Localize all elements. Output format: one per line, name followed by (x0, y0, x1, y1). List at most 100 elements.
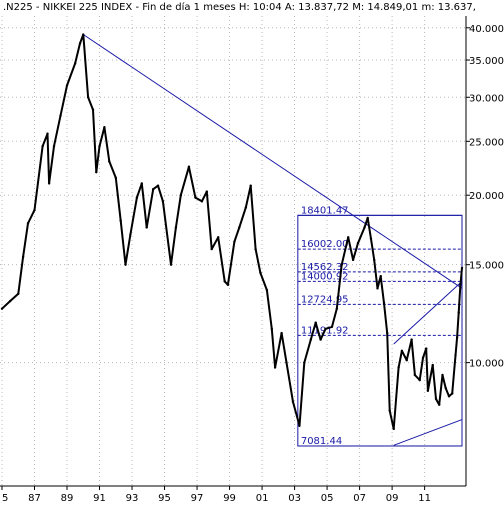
price-point (17, 292, 20, 295)
price-point (330, 325, 334, 328)
x-tick-label: 03 (288, 493, 301, 504)
price-point (244, 206, 248, 209)
price-point (46, 132, 49, 135)
price-point (254, 247, 257, 251)
x-tick-label: 05 (321, 493, 334, 504)
x-tick-labels: 5 87 89 91 93 95 97 99 01 03 05 07 09 11 (1, 486, 431, 504)
retracement-label: 16002.00 (301, 239, 349, 250)
trendline (393, 280, 463, 345)
x-tick-label: 89 (61, 493, 74, 504)
price-point (226, 283, 230, 287)
price-point (347, 236, 350, 239)
chart-title: .N225 - NIKKEI 225 INDEX - Fin de día 1 … (3, 2, 476, 13)
price-point (340, 263, 343, 266)
price-point (400, 349, 404, 353)
price-point (33, 208, 36, 212)
price-point (174, 226, 178, 229)
price-point (73, 62, 77, 65)
y-tick-label: 10.000 (469, 359, 504, 370)
price-point (413, 373, 417, 377)
price-point (303, 361, 306, 364)
price-point (265, 288, 269, 292)
price-point (200, 200, 204, 203)
price-point (187, 165, 191, 168)
price-point (0, 307, 4, 310)
price-point (205, 190, 209, 193)
price-point (194, 196, 197, 199)
price-point (259, 271, 262, 275)
price-point (457, 311, 460, 314)
x-tick-label: 91 (93, 493, 106, 504)
y-tick-labels: 40.000 35.000 30.000 25.000 20.000 15.000 10.0… (466, 24, 504, 370)
price-point (438, 403, 441, 406)
x-tick-label: 11 (418, 493, 431, 504)
price-point (95, 170, 98, 174)
price-point (356, 241, 360, 245)
price-point (410, 338, 413, 341)
price-point (233, 240, 236, 243)
price-point (8, 299, 12, 303)
x-tick-label: 5 (2, 493, 8, 504)
price-point (298, 424, 301, 427)
price-point (382, 301, 386, 305)
price-point (434, 397, 438, 401)
price-point (52, 144, 56, 148)
axes (0, 16, 467, 487)
price-point (319, 338, 322, 341)
price-point (47, 182, 51, 185)
price-point (210, 247, 213, 251)
price-point (156, 184, 160, 187)
x-tick-label: 09 (386, 493, 399, 504)
retracement-label: 12724.95 (301, 294, 349, 305)
price-point (309, 338, 313, 341)
price-point (91, 108, 95, 111)
price-point (86, 96, 90, 99)
price-point (366, 216, 369, 220)
price-point (161, 200, 165, 203)
price-point (108, 160, 111, 163)
price-point (273, 366, 277, 369)
price-point (460, 266, 464, 270)
price-point (421, 356, 425, 360)
y-tick-label: 20.000 (469, 191, 504, 202)
price-point (285, 361, 288, 364)
price-point (119, 219, 122, 222)
price-point (291, 400, 295, 404)
price-point (388, 409, 391, 412)
price-point (223, 280, 226, 283)
price-point (376, 287, 379, 290)
x-tick-label: 97 (191, 493, 204, 504)
price-point (135, 196, 139, 199)
price-point (82, 33, 85, 36)
price-point (369, 237, 373, 240)
price-point (314, 321, 317, 324)
price-point (238, 226, 241, 229)
price-point (447, 395, 451, 398)
price-point (386, 331, 389, 335)
retracement-label: 7081.44 (301, 436, 342, 447)
price-point (455, 336, 459, 339)
price-line (1, 33, 463, 430)
x-tick-label: 95 (158, 493, 171, 504)
y-tick-label: 15.000 (469, 261, 504, 272)
retracement-label: 14000.92 (301, 271, 349, 282)
y-tick-label: 25.000 (469, 137, 504, 148)
y-tick-label: 30.000 (469, 93, 504, 104)
trendline (393, 419, 463, 446)
y-tick-label: 40.000 (469, 24, 504, 35)
price-point (270, 327, 274, 331)
price-point (418, 378, 421, 382)
price-point (363, 226, 366, 229)
price-series (0, 33, 464, 431)
price-point (454, 354, 457, 357)
x-tick-label: 07 (353, 493, 366, 504)
trendlines (82, 34, 463, 446)
price-point (451, 392, 454, 395)
price-point (426, 389, 430, 392)
price-point (65, 84, 69, 87)
x-tick-label: 87 (28, 493, 41, 504)
price-point (324, 327, 327, 331)
price-point (59, 114, 62, 117)
